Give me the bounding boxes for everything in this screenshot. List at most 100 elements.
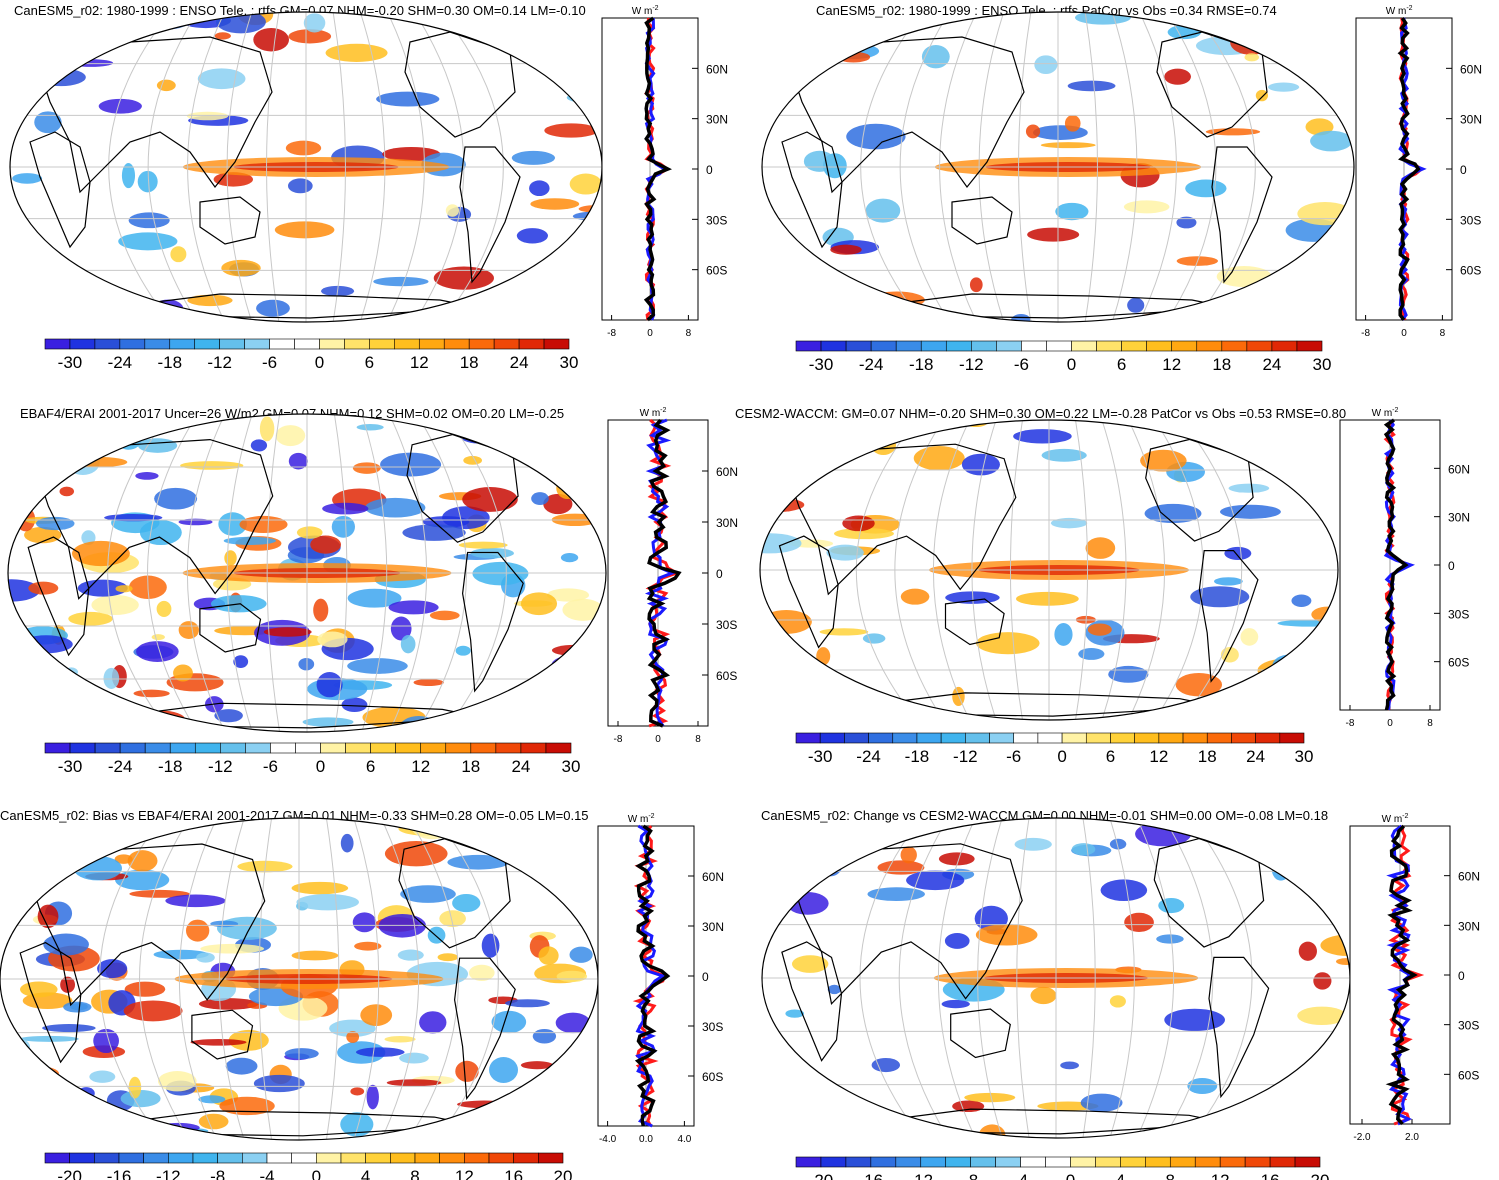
coastline	[1156, 31, 1268, 138]
units-label: W m-2	[1372, 407, 1399, 419]
longitude-line	[147, 414, 198, 732]
anomaly-patch	[187, 294, 233, 307]
longitude-line	[435, 818, 499, 1140]
anomaly-patch	[400, 635, 416, 654]
anomaly-patch	[1211, 818, 1228, 835]
anomaly-patch	[1255, 89, 1269, 102]
world-map	[759, 419, 1339, 721]
anomaly-patch	[68, 611, 113, 626]
colorbar-label: -20	[57, 1167, 82, 1180]
colorbar-swatch	[1095, 1156, 1121, 1168]
colorbar: -30 -24 -18 -12 -6 0 6 12 18 24 30	[795, 340, 1331, 374]
anomaly-patch	[1050, 517, 1088, 529]
units-superscript: -2	[1406, 5, 1412, 12]
lat-tick-label: 60S	[702, 1070, 723, 1084]
lat-tick-label: 30N	[1448, 511, 1470, 525]
colorbar-label: -24	[108, 353, 133, 372]
zonal-profile: W m-2 60N 30N 0 30S 60S -2.0 2.0	[1349, 813, 1480, 1143]
anomaly-patch	[1297, 1006, 1347, 1026]
coastline	[406, 433, 519, 543]
coastline	[191, 1009, 254, 1060]
coastline	[27, 536, 90, 657]
longitude-line	[1166, 12, 1217, 322]
profile-tick-label: 0	[1401, 328, 1407, 339]
anomaly-patch	[762, 1124, 808, 1138]
anomaly-patch	[89, 1070, 116, 1083]
anomaly-patch	[1055, 202, 1089, 221]
colorbar-label: 12	[410, 353, 429, 372]
profile-tick-label: -4.0	[599, 1134, 617, 1145]
lat-tick-label: 30N	[716, 516, 738, 530]
colorbar-swatch	[1296, 340, 1323, 352]
longitude-line	[353, 818, 380, 1140]
lat-tick-label: 60S	[1448, 656, 1469, 670]
lat-tick-label: 30S	[706, 213, 727, 227]
longitude-line	[894, 420, 944, 720]
anomaly-patch	[384, 840, 448, 867]
anomaly-patch	[263, 627, 312, 637]
anomaly-patch	[873, 1124, 920, 1138]
lat-tick-label: 60N	[1448, 462, 1470, 476]
anomaly-patch	[826, 544, 864, 561]
longitude-line	[898, 818, 949, 1138]
anomaly-patch	[472, 561, 529, 586]
lat-tick-label: 30N	[706, 113, 728, 127]
anomaly-patch	[303, 13, 326, 33]
anomaly-patch	[785, 1009, 804, 1018]
anomaly-patch	[402, 524, 466, 541]
coastline	[950, 1008, 1011, 1059]
longitude-line	[266, 414, 281, 732]
longitude-line	[187, 12, 226, 322]
longitude-line	[1190, 818, 1253, 1138]
units-superscript: -2	[1402, 813, 1408, 820]
colorbar-label: 6	[366, 757, 375, 776]
anomaly-patch	[386, 1079, 442, 1087]
colorbar-label: -6	[1014, 355, 1029, 374]
colorbar-swatch	[1145, 1156, 1171, 1168]
units-label: W m-2	[1382, 813, 1409, 825]
anomaly-patch	[384, 1036, 416, 1043]
colorbar-swatch	[795, 1156, 822, 1168]
longitude-line	[361, 414, 388, 732]
colorbar-label: -12	[959, 355, 984, 374]
anomaly-patch	[1271, 858, 1291, 881]
anomaly-patch	[1190, 586, 1250, 608]
coastline	[1198, 550, 1259, 683]
anomaly-patch	[124, 981, 166, 997]
anomaly-patch	[72, 540, 130, 567]
anomaly-patch	[310, 535, 341, 554]
colorbar-label: 0	[312, 1167, 321, 1180]
anomaly-patch	[228, 1029, 269, 1051]
anomaly-patch	[12, 173, 43, 184]
longitude-line	[258, 818, 273, 1140]
colorbar-label: -18	[905, 747, 930, 766]
world-map	[9, 11, 603, 323]
anomaly-patch	[1156, 934, 1184, 944]
coastline	[951, 196, 1013, 245]
colorbar-label: 18	[460, 353, 479, 372]
colorbar-label: -12	[156, 1167, 181, 1180]
anomaly-patch	[1228, 483, 1270, 493]
coastline	[1211, 146, 1273, 284]
anomaly-patch	[862, 633, 886, 644]
anomaly-patch	[1127, 297, 1145, 313]
world-map	[761, 817, 1351, 1139]
anomaly-patch	[128, 212, 170, 229]
longitude-line	[380, 818, 419, 1140]
anomaly-patch	[1040, 142, 1096, 149]
lat-tick-label: 30N	[1458, 919, 1480, 933]
profile-curve	[1383, 418, 1409, 711]
panel-title: CanESM5_r02: Bias vs EBAF4/ERAI 2001-201…	[0, 808, 589, 823]
coastline	[453, 957, 516, 1101]
coastline	[19, 941, 82, 1064]
anomaly-patch	[1321, 1063, 1342, 1085]
anomaly-patch	[546, 588, 590, 602]
colorbar-label: -30	[809, 355, 834, 374]
colorbar-label: -4	[259, 1167, 274, 1180]
anomaly-patch	[352, 912, 377, 933]
anomaly-patch	[123, 1000, 183, 1022]
profile-tick-label: 0	[1387, 718, 1393, 729]
colorbar-label: 12	[411, 757, 430, 776]
anomaly-patch	[529, 180, 550, 197]
anomaly-patch	[317, 631, 348, 648]
